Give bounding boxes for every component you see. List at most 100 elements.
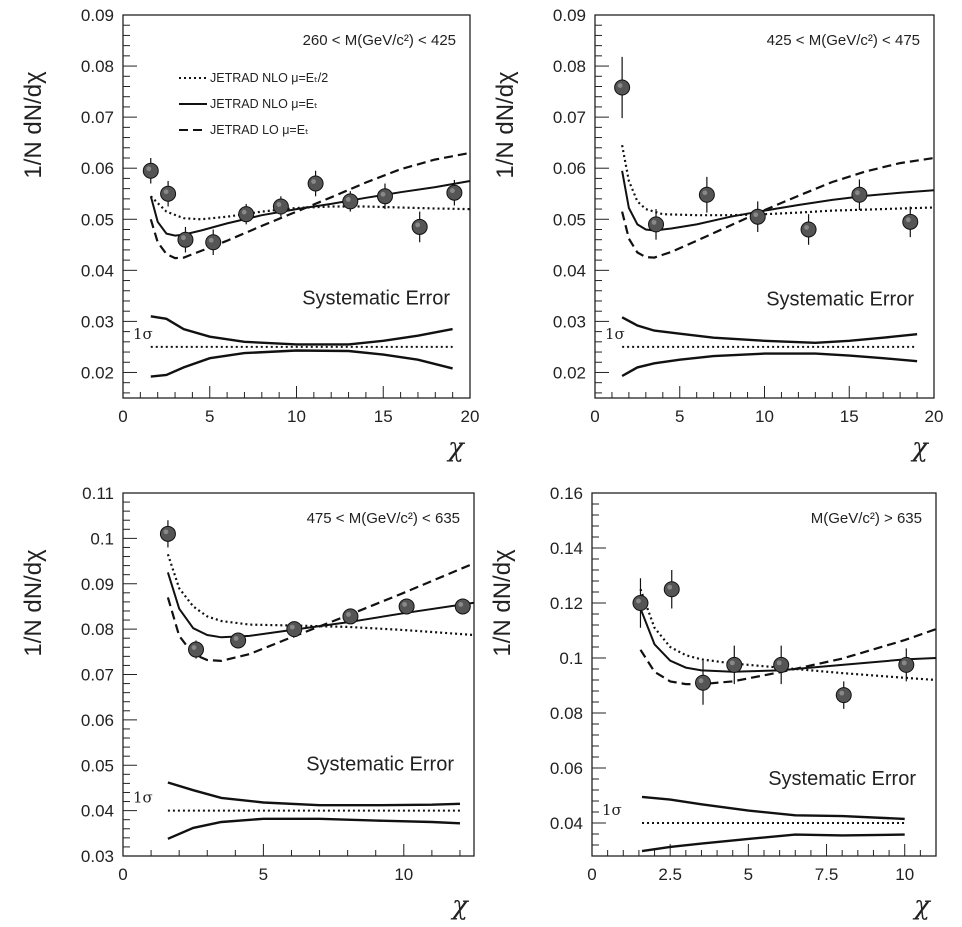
data-point — [454, 598, 471, 615]
y-tick-label: 0.04 — [81, 802, 114, 821]
y-axis-label: 1/N dN/dχ — [20, 549, 47, 657]
sigma-label: 1σ — [605, 325, 625, 343]
legend-entry: JETRAD NLO μ=Eₜ/2 — [210, 71, 328, 85]
y-tick-label: 0.08 — [553, 57, 586, 76]
x-tick-label: 5 — [259, 865, 268, 884]
theory-curve-dotted — [639, 588, 937, 682]
chart-svg-2: 0 5 10 15 20 0.02 0.03 0.04 0.05 0.06 0.07 0.08 0.09… — [492, 6, 944, 463]
theory-curve-solid — [639, 608, 937, 673]
data-point — [160, 185, 177, 202]
x-tick-label: 5 — [205, 407, 214, 426]
x-tick-label: 15 — [840, 407, 859, 426]
x-tick-label: 5 — [744, 865, 753, 884]
systematic-lower-curve — [621, 352, 918, 378]
data-point — [695, 674, 712, 691]
data-point — [398, 598, 415, 615]
data-point — [698, 186, 715, 203]
y-tick-label: 0.09 — [81, 575, 114, 594]
data-point-highlight — [402, 602, 408, 607]
data-point-highlight — [380, 191, 386, 197]
data-point-highlight — [449, 188, 455, 194]
chart-panel-1: 0 5 10 15 20 0.02 0.03 0.04 0.05 0.06 0.07 0.08 0.09… — [0, 0, 481, 463]
plot-frame — [591, 492, 937, 857]
systematic-error-label: Systematic Error — [306, 753, 454, 775]
y-tick-label: 0.05 — [81, 210, 114, 229]
x-tick-label: 20 — [925, 407, 944, 426]
y-tick-label: 0.03 — [553, 312, 586, 331]
theory-curve-dotted — [166, 553, 475, 637]
systematic-lower-curve — [641, 833, 905, 853]
y-tick-label: 0.1 — [559, 649, 583, 668]
mass-range-label: 260 < M(GeV/c²) < 425 — [303, 32, 456, 49]
data-point-highlight — [345, 196, 351, 202]
y-tick-label: 0.06 — [81, 711, 114, 730]
plot-frame — [122, 492, 475, 857]
mass-range-label: 425 < M(GeV/c²) < 475 — [767, 32, 920, 49]
data-point-highlight — [191, 645, 197, 650]
data-point-highlight — [636, 598, 641, 604]
chart-svg-1: 0 5 10 15 20 0.02 0.03 0.04 0.05 0.06 0.07 0.08 0.09… — [20, 6, 479, 463]
data-point — [238, 206, 255, 223]
y-tick-label: 0.08 — [81, 620, 114, 639]
data-point — [726, 656, 743, 673]
systematic-lower-curve — [150, 349, 453, 378]
data-point — [376, 188, 393, 205]
y-tick-label: 0.12 — [550, 594, 583, 613]
data-point — [411, 218, 428, 235]
data-point-highlight — [839, 690, 845, 696]
data-point — [614, 79, 631, 96]
y-tick-label: 0.06 — [81, 159, 114, 178]
chart-panel-3: 0 5 10 0.03 0.04 0.05 0.06 0.07 0.08 0.09 0.1 0.11 1… — [0, 463, 481, 927]
x-tick-label: 10 — [394, 865, 413, 884]
theory-curve-dashed — [639, 628, 937, 686]
y-tick-label: 0.05 — [553, 210, 586, 229]
data-point — [286, 621, 303, 638]
data-point — [342, 608, 359, 625]
data-point — [188, 641, 205, 658]
y-axis-label: 1/N dN/dχ — [492, 71, 519, 179]
y-tick-label: 0.03 — [81, 847, 114, 866]
legend-entry: JETRAD NLO μ=Eₜ — [210, 97, 318, 111]
theory-curve-solid — [621, 170, 935, 232]
data-point-highlight — [146, 166, 152, 172]
y-tick-label: 0.08 — [550, 704, 583, 723]
systematic-lower-curve — [167, 817, 461, 840]
chart-svg-3: 0 5 10 0.03 0.04 0.05 0.06 0.07 0.08 0.09 0.1 0.11 1… — [20, 484, 475, 921]
systematic-upper-curve — [641, 795, 905, 821]
y-axis-label: 1/N dN/dχ — [489, 549, 516, 657]
y-tick-label: 0.16 — [550, 484, 583, 503]
x-tick-label: 7.5 — [815, 865, 839, 884]
y-tick-label: 0.11 — [82, 484, 114, 503]
data-point-highlight — [702, 190, 708, 196]
theory-curve-dashed — [621, 156, 935, 259]
y-tick-label: 0.14 — [550, 539, 583, 558]
systematic-upper-curve — [150, 315, 453, 346]
y-tick-label: 0.1 — [90, 529, 114, 548]
data-point — [230, 632, 247, 649]
data-point-highlight — [753, 212, 759, 218]
data-point-highlight — [855, 190, 860, 196]
x-tick-label: 0 — [118, 407, 127, 426]
data-point-highlight — [698, 678, 704, 684]
data-point-highlight — [905, 217, 911, 223]
systematic-error-label: Systematic Error — [302, 287, 450, 309]
data-point — [835, 687, 852, 704]
theory-curve-dashed — [149, 151, 471, 260]
x-tick-label: 10 — [287, 407, 306, 426]
x-axis-label: χ — [450, 891, 470, 921]
x-axis-label: χ — [912, 891, 932, 921]
data-point-highlight — [181, 235, 186, 241]
data-point-highlight — [667, 584, 673, 590]
data-point-highlight — [729, 660, 735, 666]
y-tick-label: 0.06 — [553, 159, 586, 178]
data-point — [902, 213, 919, 230]
y-tick-label: 0.03 — [81, 312, 114, 331]
x-tick-label: 0 — [590, 407, 599, 426]
data-point — [800, 221, 817, 238]
data-point-highlight — [415, 222, 421, 228]
y-tick-label: 0.06 — [550, 759, 583, 778]
data-point-highlight — [311, 179, 316, 184]
x-tick-label: 10 — [895, 865, 914, 884]
chart-svg-4: 0 2.5 5 7.5 10 0.04 0.06 0.08 0.1 0.12 0.14 0.16 1/N… — [489, 484, 937, 921]
x-axis-label: χ — [910, 433, 930, 463]
